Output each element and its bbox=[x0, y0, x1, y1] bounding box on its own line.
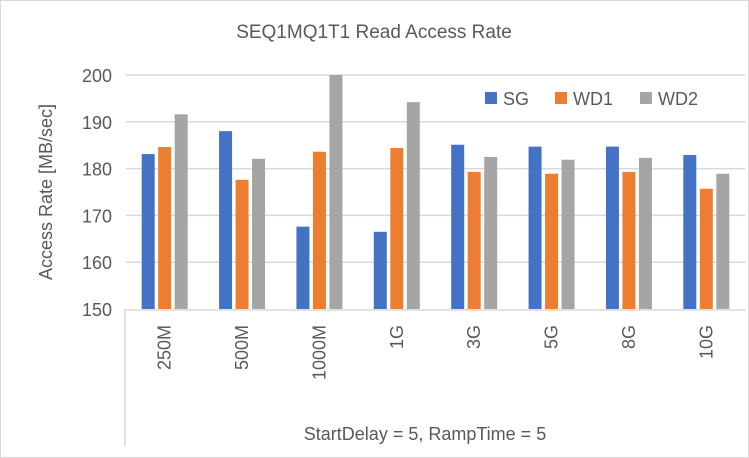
y-tick-label: 190 bbox=[82, 113, 112, 133]
bar-wd2-1000m bbox=[329, 75, 343, 309]
y-tick-label: 200 bbox=[82, 66, 112, 86]
bar-wd2-3g bbox=[484, 156, 498, 309]
x-tick-label: 250M bbox=[155, 325, 175, 370]
bar-sg-10g bbox=[683, 155, 697, 309]
x-tick-label: 8G bbox=[619, 325, 639, 349]
bar-sg-8g bbox=[605, 146, 619, 309]
legend-swatch-wd1 bbox=[555, 92, 567, 104]
bar-sg-500m bbox=[219, 131, 233, 309]
bar-wd2-5g bbox=[561, 159, 575, 309]
x-tick-label: 1G bbox=[387, 325, 407, 349]
y-tick-label: 160 bbox=[82, 253, 112, 273]
bar-sg-1000m bbox=[296, 226, 310, 309]
bars bbox=[141, 75, 730, 309]
bar-wd1-1g bbox=[390, 148, 404, 309]
bar-wd1-8g bbox=[622, 171, 636, 309]
legend-label-wd1: WD1 bbox=[573, 89, 613, 109]
bar-wd1-3g bbox=[467, 171, 481, 309]
x-axis: 250M 500M 1000M 1G 3G 5G 8G 10G bbox=[124, 309, 745, 446]
gridlines bbox=[126, 74, 745, 263]
x-tick-label: 10G bbox=[696, 325, 716, 359]
x-axis-title: StartDelay = 5, RampTime = 5 bbox=[304, 424, 546, 444]
y-axis-title: Access Rate [MB/sec] bbox=[36, 104, 56, 280]
bar-wd1-10g bbox=[699, 188, 713, 309]
bar-wd2-250m bbox=[174, 114, 188, 309]
x-tick-label: 3G bbox=[464, 325, 484, 349]
bar-wd1-500m bbox=[235, 179, 249, 309]
bar-wd2-500m bbox=[252, 158, 266, 309]
legend: SG WD1 WD2 bbox=[485, 89, 698, 109]
bar-sg-5g bbox=[528, 146, 542, 309]
chart-title: SEQ1MQ1T1 Read Access Rate bbox=[236, 22, 512, 43]
legend-label-sg: SG bbox=[503, 89, 529, 109]
bar-sg-3g bbox=[451, 144, 465, 309]
legend-swatch-sg bbox=[485, 92, 497, 104]
bar-wd2-10g bbox=[716, 173, 730, 309]
legend-swatch-wd2 bbox=[640, 92, 652, 104]
bar-sg-1g bbox=[373, 231, 387, 309]
x-tick-label: 500M bbox=[232, 325, 252, 370]
legend-label-wd2: WD2 bbox=[658, 89, 698, 109]
bar-sg-250m bbox=[141, 154, 155, 309]
y-tick-label: 180 bbox=[82, 160, 112, 180]
bar-wd2-8g bbox=[638, 157, 652, 309]
bar-wd1-1000m bbox=[312, 151, 326, 309]
bar-wd1-5g bbox=[545, 173, 559, 309]
x-tick-label: 1000M bbox=[309, 325, 329, 380]
bar-wd2-1g bbox=[406, 102, 420, 309]
y-tick-label: 170 bbox=[82, 206, 112, 226]
x-tick-label: 5G bbox=[542, 325, 562, 349]
bar-wd1-250m bbox=[158, 147, 172, 309]
y-tick-label: 150 bbox=[82, 300, 112, 320]
y-axis-ticks: 150 160 170 180 190 200 bbox=[82, 66, 112, 320]
